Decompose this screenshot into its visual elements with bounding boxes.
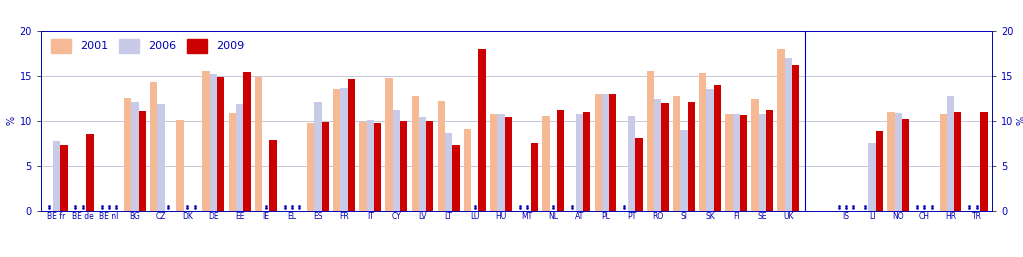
- Bar: [497, 115, 504, 211]
- Bar: [243, 72, 251, 211]
- Bar: [452, 145, 459, 211]
- Bar: [386, 78, 393, 211]
- Bar: [333, 89, 341, 211]
- Bar: [359, 122, 366, 211]
- Bar: [366, 120, 373, 211]
- Bar: [980, 112, 987, 211]
- Bar: [902, 119, 909, 211]
- Bar: [785, 58, 792, 211]
- Bar: [418, 117, 427, 211]
- Bar: [876, 131, 883, 211]
- Bar: [348, 79, 355, 211]
- Bar: [531, 143, 538, 211]
- Bar: [124, 98, 131, 211]
- Bar: [706, 89, 714, 211]
- Bar: [673, 96, 680, 211]
- Bar: [869, 143, 876, 211]
- Bar: [269, 140, 276, 211]
- Bar: [445, 133, 452, 211]
- Bar: [766, 110, 773, 211]
- Bar: [176, 120, 183, 211]
- Bar: [411, 96, 418, 211]
- Bar: [647, 71, 654, 211]
- Bar: [438, 101, 445, 211]
- Bar: [602, 94, 609, 211]
- Bar: [740, 115, 747, 211]
- Bar: [307, 123, 314, 211]
- Bar: [576, 114, 583, 211]
- Bar: [53, 141, 60, 211]
- Bar: [714, 85, 721, 211]
- Bar: [427, 121, 434, 211]
- Bar: [542, 116, 549, 211]
- Bar: [777, 49, 785, 211]
- Bar: [217, 77, 224, 211]
- Bar: [628, 116, 635, 211]
- Bar: [792, 65, 799, 211]
- Bar: [203, 71, 210, 211]
- Bar: [314, 102, 321, 211]
- Bar: [583, 112, 590, 211]
- Bar: [725, 114, 732, 211]
- Bar: [954, 112, 962, 211]
- Bar: [228, 113, 236, 211]
- Bar: [504, 117, 512, 211]
- Bar: [894, 113, 902, 211]
- Bar: [557, 110, 565, 211]
- Bar: [662, 103, 669, 211]
- Bar: [490, 114, 497, 211]
- Bar: [373, 123, 382, 211]
- Legend: 2001, 2006, 2009: 2001, 2006, 2009: [46, 35, 249, 57]
- Y-axis label: %: %: [7, 116, 16, 125]
- Bar: [687, 102, 695, 211]
- Bar: [150, 82, 158, 211]
- Bar: [86, 134, 94, 211]
- Bar: [131, 102, 139, 211]
- Y-axis label: %: %: [1017, 116, 1023, 125]
- Bar: [463, 129, 472, 211]
- Bar: [654, 99, 662, 211]
- Bar: [158, 104, 165, 211]
- Bar: [321, 122, 329, 211]
- Bar: [210, 74, 217, 211]
- Bar: [594, 94, 602, 211]
- Bar: [255, 77, 262, 211]
- Bar: [759, 115, 766, 211]
- Bar: [479, 49, 486, 211]
- Bar: [609, 94, 617, 211]
- Bar: [947, 96, 954, 211]
- Bar: [60, 145, 68, 211]
- Bar: [139, 111, 146, 211]
- Bar: [887, 112, 894, 211]
- Bar: [635, 138, 642, 211]
- Bar: [751, 99, 759, 211]
- Bar: [732, 115, 740, 211]
- Bar: [393, 110, 400, 211]
- Bar: [939, 114, 947, 211]
- Bar: [699, 73, 706, 211]
- Bar: [680, 130, 687, 211]
- Bar: [341, 88, 348, 211]
- Bar: [400, 121, 407, 211]
- Bar: [236, 104, 243, 211]
